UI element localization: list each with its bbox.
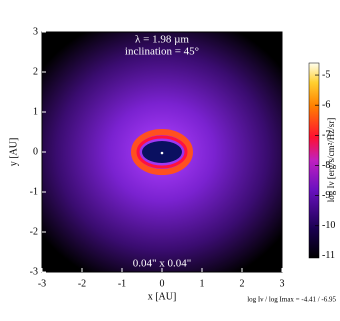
x-tick-label: -1: [118, 278, 126, 289]
y-tick-label: 2: [33, 66, 38, 77]
x-tick-label: -2: [78, 278, 86, 289]
x-tick-label: 3: [280, 278, 285, 289]
colorbar-tick-label: -5: [322, 69, 330, 80]
colorbar-tick-label: -11: [322, 250, 335, 261]
y-tick-label: -3: [30, 266, 38, 277]
y-tick-label: 3: [33, 26, 38, 37]
footer-note: log Iν / log Imax = -4.41 / -6.95: [247, 296, 336, 304]
y-tick-label: 1: [33, 106, 38, 117]
x-tick-label: -3: [38, 278, 46, 289]
y-tick-label: -1: [30, 186, 38, 197]
annotation: inclination = 45°: [125, 46, 199, 58]
colorbar-label: log Iν [erg/s/cm²/Hz/sr]: [326, 118, 336, 203]
y-tick-label: 0: [33, 146, 38, 157]
image: [42, 32, 282, 272]
x-tick-label: 1: [200, 278, 205, 289]
annotation: 0.04" x 0.04": [133, 258, 191, 270]
colorbar-tick-label: -6: [322, 99, 330, 110]
colorbar: [308, 62, 320, 259]
colorbar-tick-label: -7: [322, 130, 330, 141]
colorbar-tick-label: -10: [322, 220, 335, 231]
y-tick-label: -2: [30, 226, 38, 237]
annotation: λ = 1.98 µm: [135, 34, 189, 46]
x-tick-label: 2: [240, 278, 245, 289]
x-tick-label: 0: [160, 278, 165, 289]
colorbar-tick-label: -9: [322, 190, 330, 201]
x-axis-label: x [AU]: [148, 291, 177, 302]
y-axis-label: y [AU]: [8, 138, 19, 167]
colorbar-tick-label: -8: [322, 160, 330, 171]
